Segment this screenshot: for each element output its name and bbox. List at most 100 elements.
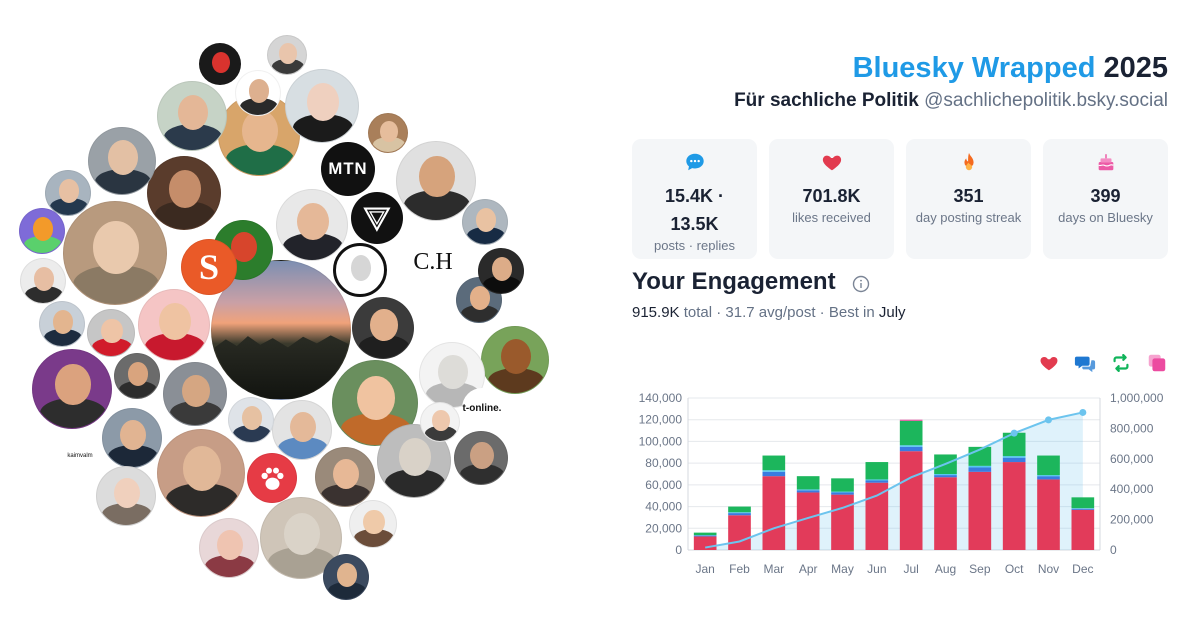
avatar[interactable] bbox=[272, 400, 332, 460]
year: 2025 bbox=[1103, 52, 1168, 84]
avatar[interactable] bbox=[199, 43, 241, 85]
bar-segment bbox=[762, 476, 786, 550]
brand-name: Bluesky Wrapped bbox=[852, 52, 1096, 84]
avatar[interactable] bbox=[315, 447, 375, 507]
avatar[interactable] bbox=[157, 81, 227, 151]
stat-value: 351 bbox=[953, 186, 984, 206]
y-tick-label-right: 800,000 bbox=[1110, 421, 1154, 435]
avatar[interactable] bbox=[138, 289, 210, 361]
bar-segment bbox=[899, 419, 923, 421]
engagement-average: 31.7 avg/post bbox=[725, 304, 816, 321]
bar-segment bbox=[968, 465, 992, 468]
bar-segment bbox=[728, 513, 751, 516]
engagement-title: Your Engagement bbox=[632, 268, 836, 295]
avatar[interactable] bbox=[349, 500, 397, 548]
bar-segment bbox=[968, 471, 992, 550]
x-tick-label: Jan bbox=[695, 562, 714, 576]
avatar[interactable] bbox=[323, 554, 369, 600]
cumulative-point bbox=[1010, 429, 1018, 437]
avatar[interactable] bbox=[478, 248, 524, 294]
avatar[interactable] bbox=[352, 297, 414, 359]
avatar[interactable] bbox=[462, 199, 508, 245]
avatar-small-text[interactable]: kaimvalm bbox=[60, 436, 100, 476]
avatar[interactable] bbox=[276, 189, 348, 261]
avatar[interactable] bbox=[368, 113, 408, 153]
bar-segment bbox=[865, 479, 889, 481]
avatar[interactable] bbox=[114, 353, 160, 399]
y-tick-label-left: 100,000 bbox=[639, 434, 683, 448]
avatar[interactable] bbox=[228, 397, 274, 443]
avatar[interactable] bbox=[481, 326, 549, 394]
avatar-sunset[interactable] bbox=[211, 260, 351, 400]
x-tick-label: Mar bbox=[763, 562, 784, 576]
avatar[interactable] bbox=[63, 201, 167, 305]
avatar-tonline-logo[interactable]: t-online. bbox=[462, 388, 502, 428]
x-tick-label: Jul bbox=[903, 562, 918, 576]
quote-icon[interactable] bbox=[1146, 352, 1168, 374]
bar-segment bbox=[899, 446, 923, 452]
bar-segment bbox=[899, 420, 923, 446]
avatar[interactable] bbox=[157, 429, 245, 517]
heart-icon bbox=[822, 155, 841, 171]
avatar[interactable] bbox=[199, 518, 259, 578]
stat-value-line2: 13.5K bbox=[670, 214, 719, 234]
bar-segment bbox=[1037, 479, 1060, 550]
x-tick-label: Dec bbox=[1072, 562, 1093, 576]
bar-segment bbox=[865, 480, 889, 483]
x-tick-label: Aug bbox=[935, 562, 956, 576]
avatar[interactable] bbox=[19, 208, 65, 254]
avatar[interactable] bbox=[454, 431, 508, 485]
logo-letter: S bbox=[198, 247, 220, 287]
logo-text: t-online. bbox=[462, 402, 502, 414]
engagement-best-month: July bbox=[878, 304, 906, 321]
bar-segment bbox=[796, 490, 820, 493]
avatar[interactable] bbox=[20, 258, 66, 304]
heart-icon[interactable] bbox=[1038, 352, 1060, 374]
bar-segment bbox=[1071, 509, 1095, 550]
avatar[interactable] bbox=[396, 141, 476, 221]
avatar[interactable] bbox=[147, 156, 221, 230]
engagement-summary: 915.9K total · 31.7 avg/post · Best in J… bbox=[632, 304, 906, 321]
bar-segment bbox=[865, 482, 889, 550]
stat-card-posts: 15.4K · 13.5K posts · replies bbox=[632, 139, 757, 259]
profile-handle: @sachlichepolitik.bsky.social bbox=[924, 90, 1168, 111]
avatar[interactable] bbox=[163, 362, 227, 426]
y-tick-label-left: 80,000 bbox=[645, 456, 682, 470]
stat-card-likes: 701.8K likes received bbox=[769, 139, 894, 259]
avatar[interactable] bbox=[39, 301, 85, 347]
avatar[interactable] bbox=[420, 402, 460, 442]
reply-icon[interactable] bbox=[1074, 352, 1096, 374]
avatar-ch-logo[interactable]: C.H bbox=[406, 235, 460, 289]
avatar-mtn-logo[interactable]: MTN bbox=[321, 142, 375, 196]
avatar[interactable] bbox=[235, 70, 281, 116]
avatar-outlined[interactable] bbox=[333, 243, 387, 297]
x-tick-label: Apr bbox=[799, 562, 818, 576]
bar-segment bbox=[934, 474, 957, 476]
bar-segment bbox=[693, 535, 717, 537]
speech-bubble-icon bbox=[685, 153, 704, 171]
avatar[interactable] bbox=[102, 408, 162, 468]
y-tick-label-left: 20,000 bbox=[645, 521, 682, 535]
avatar-triangle-logo[interactable] bbox=[351, 192, 403, 244]
avatar-paw-logo[interactable] bbox=[247, 453, 297, 503]
stat-value: 15.4K · bbox=[664, 186, 725, 206]
repost-icon[interactable] bbox=[1110, 352, 1132, 374]
avatar-s-logo[interactable]: S bbox=[181, 239, 237, 295]
avatar[interactable] bbox=[87, 309, 135, 357]
stat-label: likes received bbox=[792, 210, 871, 225]
stat-card-days: 399 days on Bluesky bbox=[1043, 139, 1168, 259]
avatar[interactable] bbox=[267, 35, 307, 75]
stat-card-streak: 351 day posting streak bbox=[906, 139, 1031, 259]
avatar[interactable] bbox=[45, 170, 91, 216]
avatar[interactable] bbox=[96, 466, 156, 526]
cumulative-point bbox=[1079, 408, 1087, 416]
logo-text: MTN bbox=[328, 159, 368, 178]
avatar[interactable] bbox=[285, 69, 359, 143]
stat-label: posts · replies bbox=[654, 238, 735, 253]
stat-label: days on Bluesky bbox=[1058, 210, 1153, 225]
avatar[interactable] bbox=[88, 127, 156, 195]
cumulative-line bbox=[704, 411, 1084, 549]
x-tick-label: Feb bbox=[729, 562, 750, 576]
avatar[interactable] bbox=[32, 349, 112, 429]
info-icon[interactable] bbox=[852, 275, 870, 293]
